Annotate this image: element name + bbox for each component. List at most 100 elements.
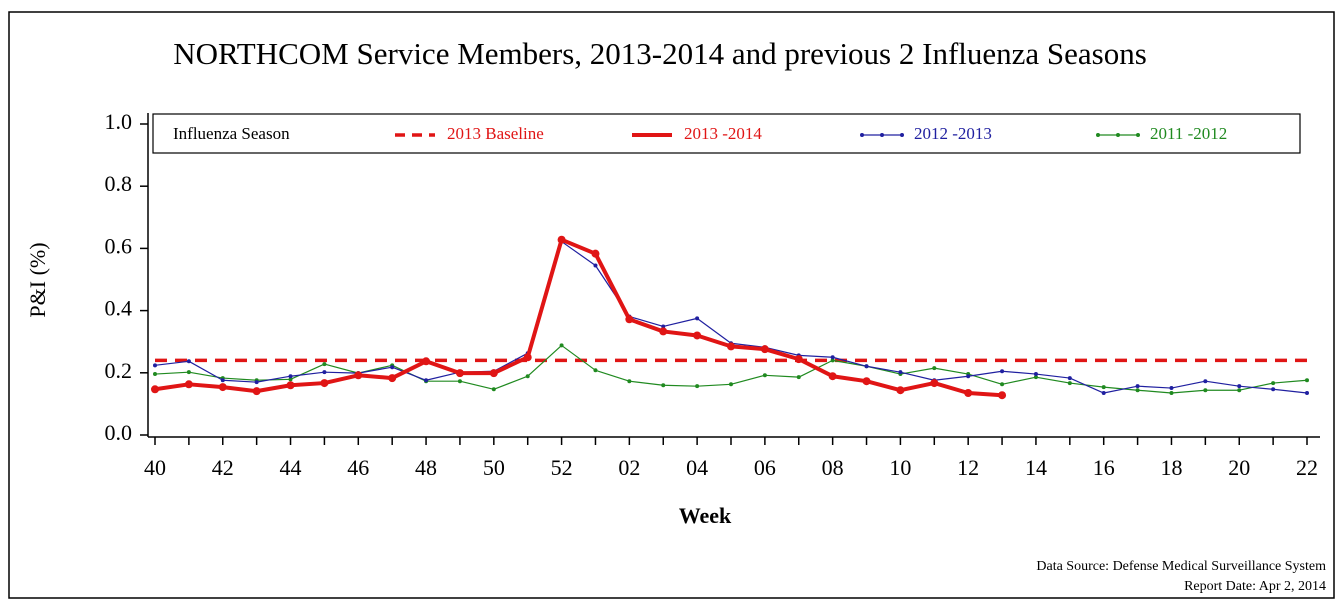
legend-marker <box>1136 133 1140 137</box>
data-point <box>286 381 295 390</box>
data-point <box>218 383 227 392</box>
data-point <box>796 375 801 380</box>
x-tick-label: 18 <box>1160 455 1182 480</box>
frame <box>8 11 1335 599</box>
data-point <box>354 371 363 380</box>
y-tick-label: 0.6 <box>105 233 133 258</box>
data-point <box>557 235 566 244</box>
data-point <box>966 374 971 379</box>
data-point <box>693 331 702 340</box>
data-point <box>661 383 666 388</box>
data-point <box>489 369 498 378</box>
data-point <box>727 342 735 351</box>
data-point <box>1237 384 1242 389</box>
data-point <box>1271 381 1276 386</box>
legend-marker <box>1096 133 1100 137</box>
data-point <box>591 249 600 258</box>
x-tick-label: 48 <box>415 455 437 480</box>
data-point <box>593 368 598 373</box>
data-point <box>998 391 1007 400</box>
legend-label: 2012 -2013 <box>914 124 992 143</box>
data-point <box>1101 391 1106 396</box>
legend-marker <box>900 133 904 137</box>
series-line <box>154 237 1003 398</box>
x-tick-label: 46 <box>347 455 369 480</box>
data-point <box>830 358 835 363</box>
x-tick-label: 04 <box>686 455 708 480</box>
data-point <box>525 374 530 379</box>
data-point <box>1203 388 1208 393</box>
data-point <box>896 386 905 395</box>
data-point <box>625 315 634 324</box>
x-tick-label: 40 <box>144 455 166 480</box>
x-tick-label: 52 <box>551 455 573 480</box>
data-point <box>1135 388 1140 393</box>
data-point <box>186 359 191 364</box>
data-point <box>830 355 835 360</box>
data-point <box>322 370 327 375</box>
data-point <box>1101 385 1106 390</box>
x-tick-label: 12 <box>957 455 979 480</box>
data-point <box>932 366 937 371</box>
data-point <box>1169 386 1174 391</box>
data-point <box>153 372 157 377</box>
data-point <box>661 324 666 329</box>
data-point <box>695 316 700 321</box>
data-point <box>1203 379 1208 384</box>
chart-title: NORTHCOM Service Members, 2013-2014 and … <box>173 36 1147 71</box>
data-point <box>390 365 395 370</box>
data-point <box>1271 387 1276 392</box>
data-point <box>627 379 632 384</box>
y-axis-label: P&I (%) <box>25 242 50 317</box>
data-point <box>1033 375 1038 380</box>
legend-label: 2013 Baseline <box>447 124 544 143</box>
data-point <box>964 389 973 398</box>
y-tick-label: 0.0 <box>105 420 133 445</box>
x-tick-label: 16 <box>1093 455 1115 480</box>
data-point <box>151 385 159 394</box>
x-tick-label: 42 <box>212 455 234 480</box>
data-point <box>457 379 462 384</box>
data-point <box>559 343 564 348</box>
data-point <box>252 387 261 396</box>
x-tick-label: 44 <box>280 455 302 480</box>
data-point <box>762 373 767 378</box>
data-point <box>1033 372 1038 377</box>
x-axis-label: Week <box>679 503 732 528</box>
data-point <box>1067 381 1072 386</box>
data-point <box>760 345 769 354</box>
data-point <box>1237 388 1242 393</box>
data-point <box>695 384 700 389</box>
data-point <box>455 369 464 378</box>
data-point <box>288 374 293 379</box>
x-tick-label: 10 <box>889 455 911 480</box>
y-tick-label: 0.4 <box>105 296 133 321</box>
legend-marker <box>860 133 864 137</box>
data-point <box>254 380 259 385</box>
legend-marker <box>880 133 884 137</box>
data-point <box>898 370 903 375</box>
legend-marker <box>1116 133 1120 137</box>
report-date: Report Date: Apr 2, 2014 <box>1184 579 1326 594</box>
legend-title: Influenza Season <box>173 124 290 143</box>
x-tick-label: 20 <box>1228 455 1250 480</box>
data-point <box>1305 378 1309 383</box>
data-point <box>1305 391 1309 396</box>
data-point <box>1169 391 1174 396</box>
data-point <box>593 263 598 268</box>
data-point <box>220 378 225 383</box>
legend-label: 2013 -2014 <box>684 124 762 143</box>
data-point <box>523 353 532 362</box>
x-tick-label: 06 <box>754 455 776 480</box>
data-point <box>422 357 431 366</box>
source-note: Data Source: Defense Medical Surveillanc… <box>1036 559 1326 574</box>
data-point <box>153 363 157 368</box>
data-point <box>322 362 327 367</box>
data-point <box>491 387 496 392</box>
data-point <box>1000 382 1005 387</box>
data-point <box>864 364 869 369</box>
data-point <box>186 370 191 375</box>
x-tick-label: 14 <box>1025 455 1047 480</box>
